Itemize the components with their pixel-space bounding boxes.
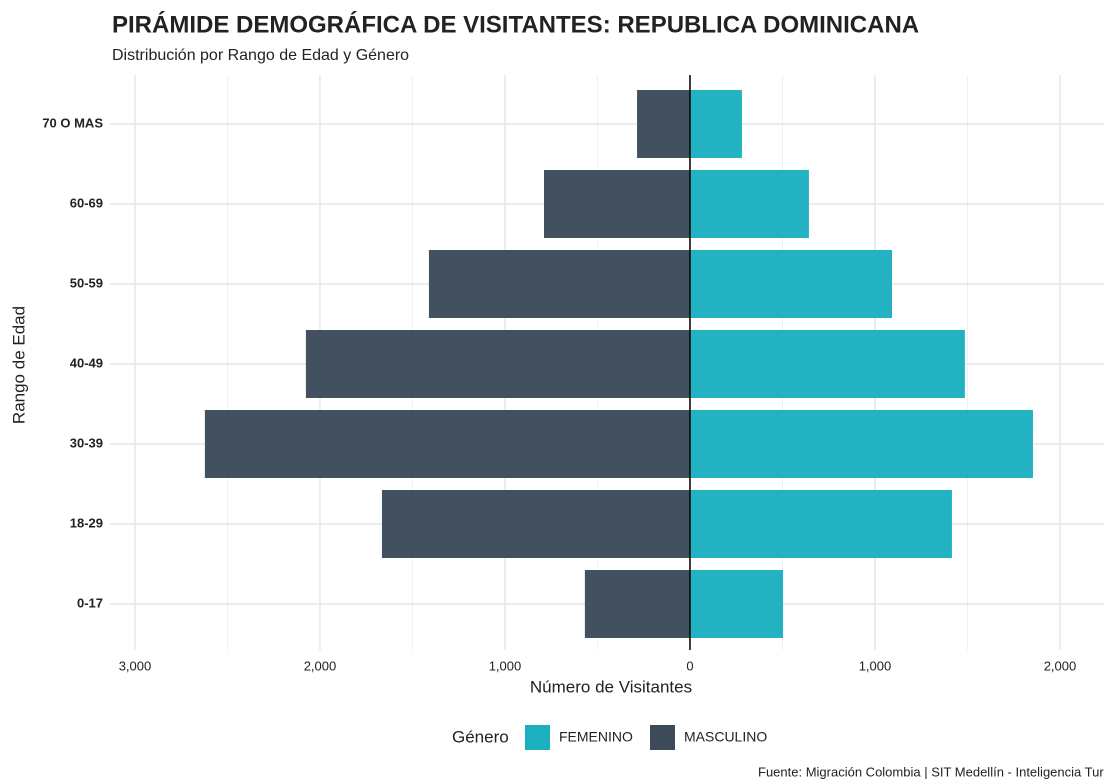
bar bbox=[584, 570, 690, 638]
y-tick-label: 0-17 bbox=[77, 595, 103, 610]
bar bbox=[689, 90, 742, 158]
bar bbox=[428, 250, 690, 318]
x-tick-label: 2,000 bbox=[1044, 658, 1077, 673]
caption: Fuente: Migración Colombia | SIT Medellí… bbox=[758, 764, 1104, 779]
bar bbox=[544, 170, 690, 238]
y-tick-label: 40-49 bbox=[70, 355, 103, 370]
x-tick-label: 2,000 bbox=[304, 658, 337, 673]
legend-label: FEMENINO bbox=[559, 729, 633, 745]
bar bbox=[689, 490, 952, 558]
bar bbox=[689, 170, 809, 238]
x-tick-label: 1,000 bbox=[859, 658, 892, 673]
y-tick-label: 70 O MAS bbox=[42, 115, 103, 130]
legend-swatch bbox=[650, 725, 675, 750]
bar bbox=[637, 90, 690, 158]
bar bbox=[689, 250, 892, 318]
x-tick-label: 0 bbox=[686, 658, 693, 673]
y-tick-label: 60-69 bbox=[70, 195, 103, 210]
y-axis-label: Rango de Edad bbox=[9, 306, 28, 424]
legend-title: Género bbox=[452, 727, 509, 746]
bar bbox=[204, 410, 690, 478]
bar bbox=[689, 570, 784, 638]
bar bbox=[305, 330, 690, 398]
x-axis-label: Número de Visitantes bbox=[530, 677, 692, 696]
bar bbox=[689, 410, 1033, 478]
legend-swatch bbox=[525, 725, 550, 750]
chart-subtitle: Distribución por Rango de Edad y Género bbox=[112, 47, 409, 64]
y-tick-label: 18-29 bbox=[70, 515, 103, 530]
bar bbox=[689, 330, 965, 398]
x-tick-label: 1,000 bbox=[489, 658, 522, 673]
chart-title: PIRÁMIDE DEMOGRÁFICA DE VISITANTES: REPU… bbox=[112, 10, 919, 38]
y-tick-label: 50-59 bbox=[70, 275, 103, 290]
legend-label: MASCULINO bbox=[684, 729, 767, 745]
x-tick-label: 3,000 bbox=[119, 658, 152, 673]
y-tick-label: 30-39 bbox=[70, 435, 103, 450]
bar bbox=[381, 490, 690, 558]
